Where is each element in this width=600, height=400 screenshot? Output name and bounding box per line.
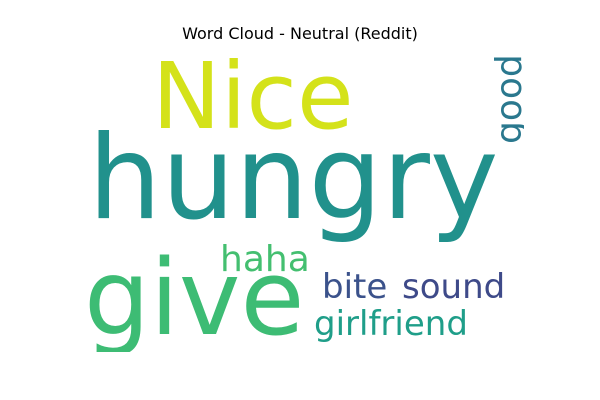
word-sound: sound [402, 267, 506, 307]
word-hungry: hungry [88, 111, 499, 246]
word-girlfriend: girlfriend [314, 304, 468, 344]
word-nice: Nice [152, 48, 354, 150]
figure-title: Word Cloud - Neutral (Reddit) [182, 24, 418, 43]
word-good: good [489, 54, 524, 144]
word-bite: bite [322, 267, 388, 307]
word-give: give [84, 237, 305, 352]
word-haha: haha [220, 239, 310, 280]
word-cloud: Nice hungry give haha bite sound girlfri… [76, 48, 524, 352]
